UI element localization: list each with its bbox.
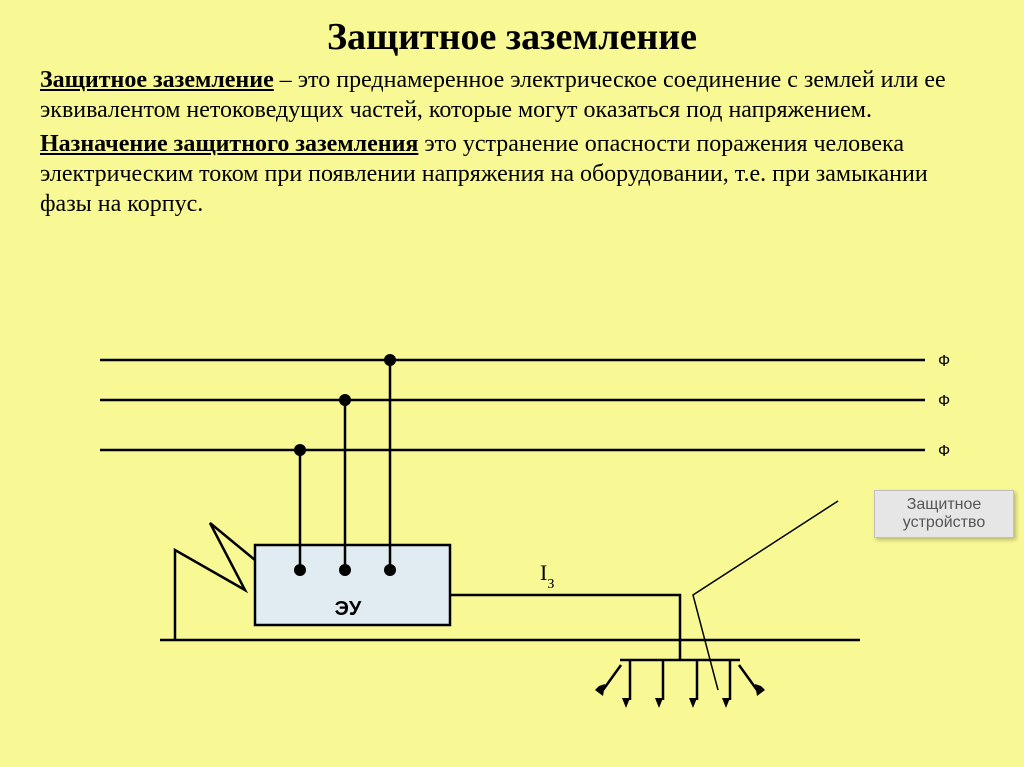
- protective-device-callout: Защитное устройство: [874, 490, 1014, 538]
- purpose-term: Назначение защитного заземления: [40, 131, 418, 157]
- definition-paragraph: Защитное заземление – это преднамеренное…: [40, 65, 984, 125]
- page-title: Защитное заземление: [40, 15, 984, 59]
- diagram: Ф Ф Ф ЭУ IЗ: [100, 350, 960, 750]
- purpose-paragraph: Назначение защитного заземления это устр…: [40, 129, 984, 219]
- svg-text:Ф: Ф: [938, 443, 950, 460]
- svg-text:Ф: Ф: [938, 393, 950, 410]
- svg-text:ЭУ: ЭУ: [335, 598, 362, 620]
- definition-term: Защитное заземление: [40, 67, 274, 93]
- svg-text:Ф: Ф: [938, 353, 950, 370]
- svg-text:IЗ: IЗ: [540, 560, 554, 592]
